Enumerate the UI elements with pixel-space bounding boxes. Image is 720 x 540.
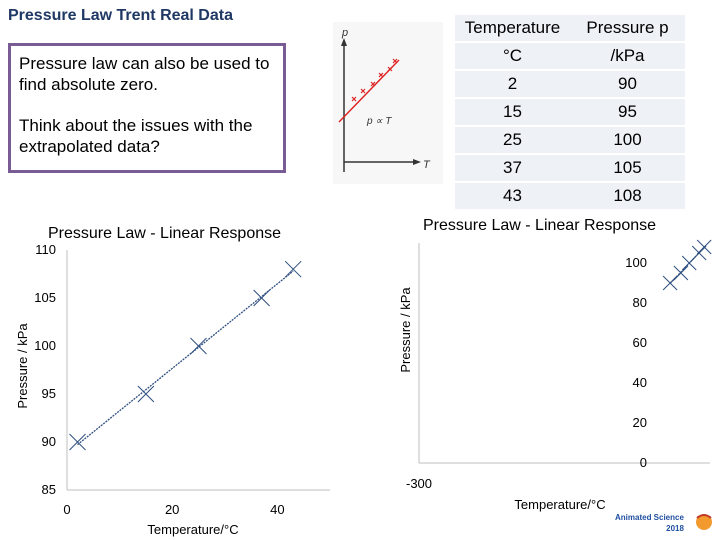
y-tick-label: 40 [633,375,647,390]
data-point [691,245,707,261]
brand-text: Animated Science 2018 [615,512,684,534]
pressure-header: Pressure p [570,15,685,43]
data-point [69,433,86,451]
data-point [284,260,302,278]
temperature-cell: 15 [455,98,570,127]
data-point [137,385,155,403]
data-point [253,289,270,307]
y-axis-label: Pressure / kPa [15,323,30,409]
brand-logo-icon [696,514,712,530]
temperature-cell: 37 [455,154,570,183]
data-point [190,337,207,355]
y-tick-label: 105 [34,290,56,305]
x-tick-label: -300 [406,476,432,491]
x-axis-label: Temperature/°C [147,522,238,537]
x-tick-label: 20 [165,502,179,517]
y-tick-label: 100 [34,338,56,353]
y-tick-label: 85 [42,482,56,497]
table-row: 43 108 [455,182,685,211]
temperature-unit: °C [455,42,570,71]
brand-year: 2018 [666,524,684,533]
pressure-unit: /kPa [570,42,685,71]
thumb-points [351,58,398,102]
table-row: 2 90 [455,70,685,99]
x-tick-label: 40 [270,502,284,517]
y-tick-label: 100 [625,255,647,270]
thumb-y-label: p [341,27,348,39]
data-table: Temperature Pressure p °C /kPa 2 90 15 95 … [455,15,685,211]
data-point [662,275,678,291]
y-tick-label: 110 [35,242,56,257]
thumb-relation: p ∝ T [366,116,392,127]
note-line-2: Think about the issues with the extrapol… [19,116,253,156]
pressure-temperature-thumbnail: p T p ∝ T [333,22,443,184]
y-tick-label: 90 [42,434,56,449]
chart-extrapolated: 0 20 40 60 80 100 -300 Temperature/°C Pressure /… [398,239,712,512]
temperature-header: Temperature [455,15,570,43]
x-tick-label: 0 [63,502,70,517]
pressure-cell: 95 [570,98,685,127]
y-tick-label: 20 [633,415,647,430]
y-axis-label: Pressure / kPa [398,287,413,373]
temperature-cell: 43 [455,182,570,211]
table-row: 37 105 [455,154,685,183]
pressure-cell: 90 [570,70,685,99]
y-tick-label: 0 [640,455,647,470]
page-title: Pressure Law Trent Real Data [8,7,233,24]
pressure-cell: 105 [570,154,685,183]
thumb-x-label: T [423,159,431,171]
data-point [673,265,689,281]
data-point [696,239,712,255]
table-row: 15 95 [455,98,685,127]
chart-linear-response: 85 90 95 100 105 110 0 20 40 Temperature/°C Pressu… [15,242,330,537]
x-axis-label: Temperature/°C [514,497,605,512]
note-line-1: Pressure law can also be used to find ab… [19,54,270,94]
note-box: Pressure law can also be used to find ab… [8,43,286,173]
brand-name: Animated Science [615,513,684,522]
y-tick-label: 80 [633,295,647,310]
temperature-cell: 2 [455,70,570,99]
table-row: 25 100 [455,126,685,155]
pressure-cell: 108 [570,182,685,211]
trendline [77,270,294,446]
temperature-cell: 25 [455,126,570,155]
y-tick-label: 95 [42,386,56,401]
y-tick-label: 60 [633,335,647,350]
chart1-title: Pressure Law - Linear Response [48,225,282,242]
pressure-cell: 100 [570,126,685,155]
chart2-title: Pressure Law - Linear Response [423,217,657,234]
